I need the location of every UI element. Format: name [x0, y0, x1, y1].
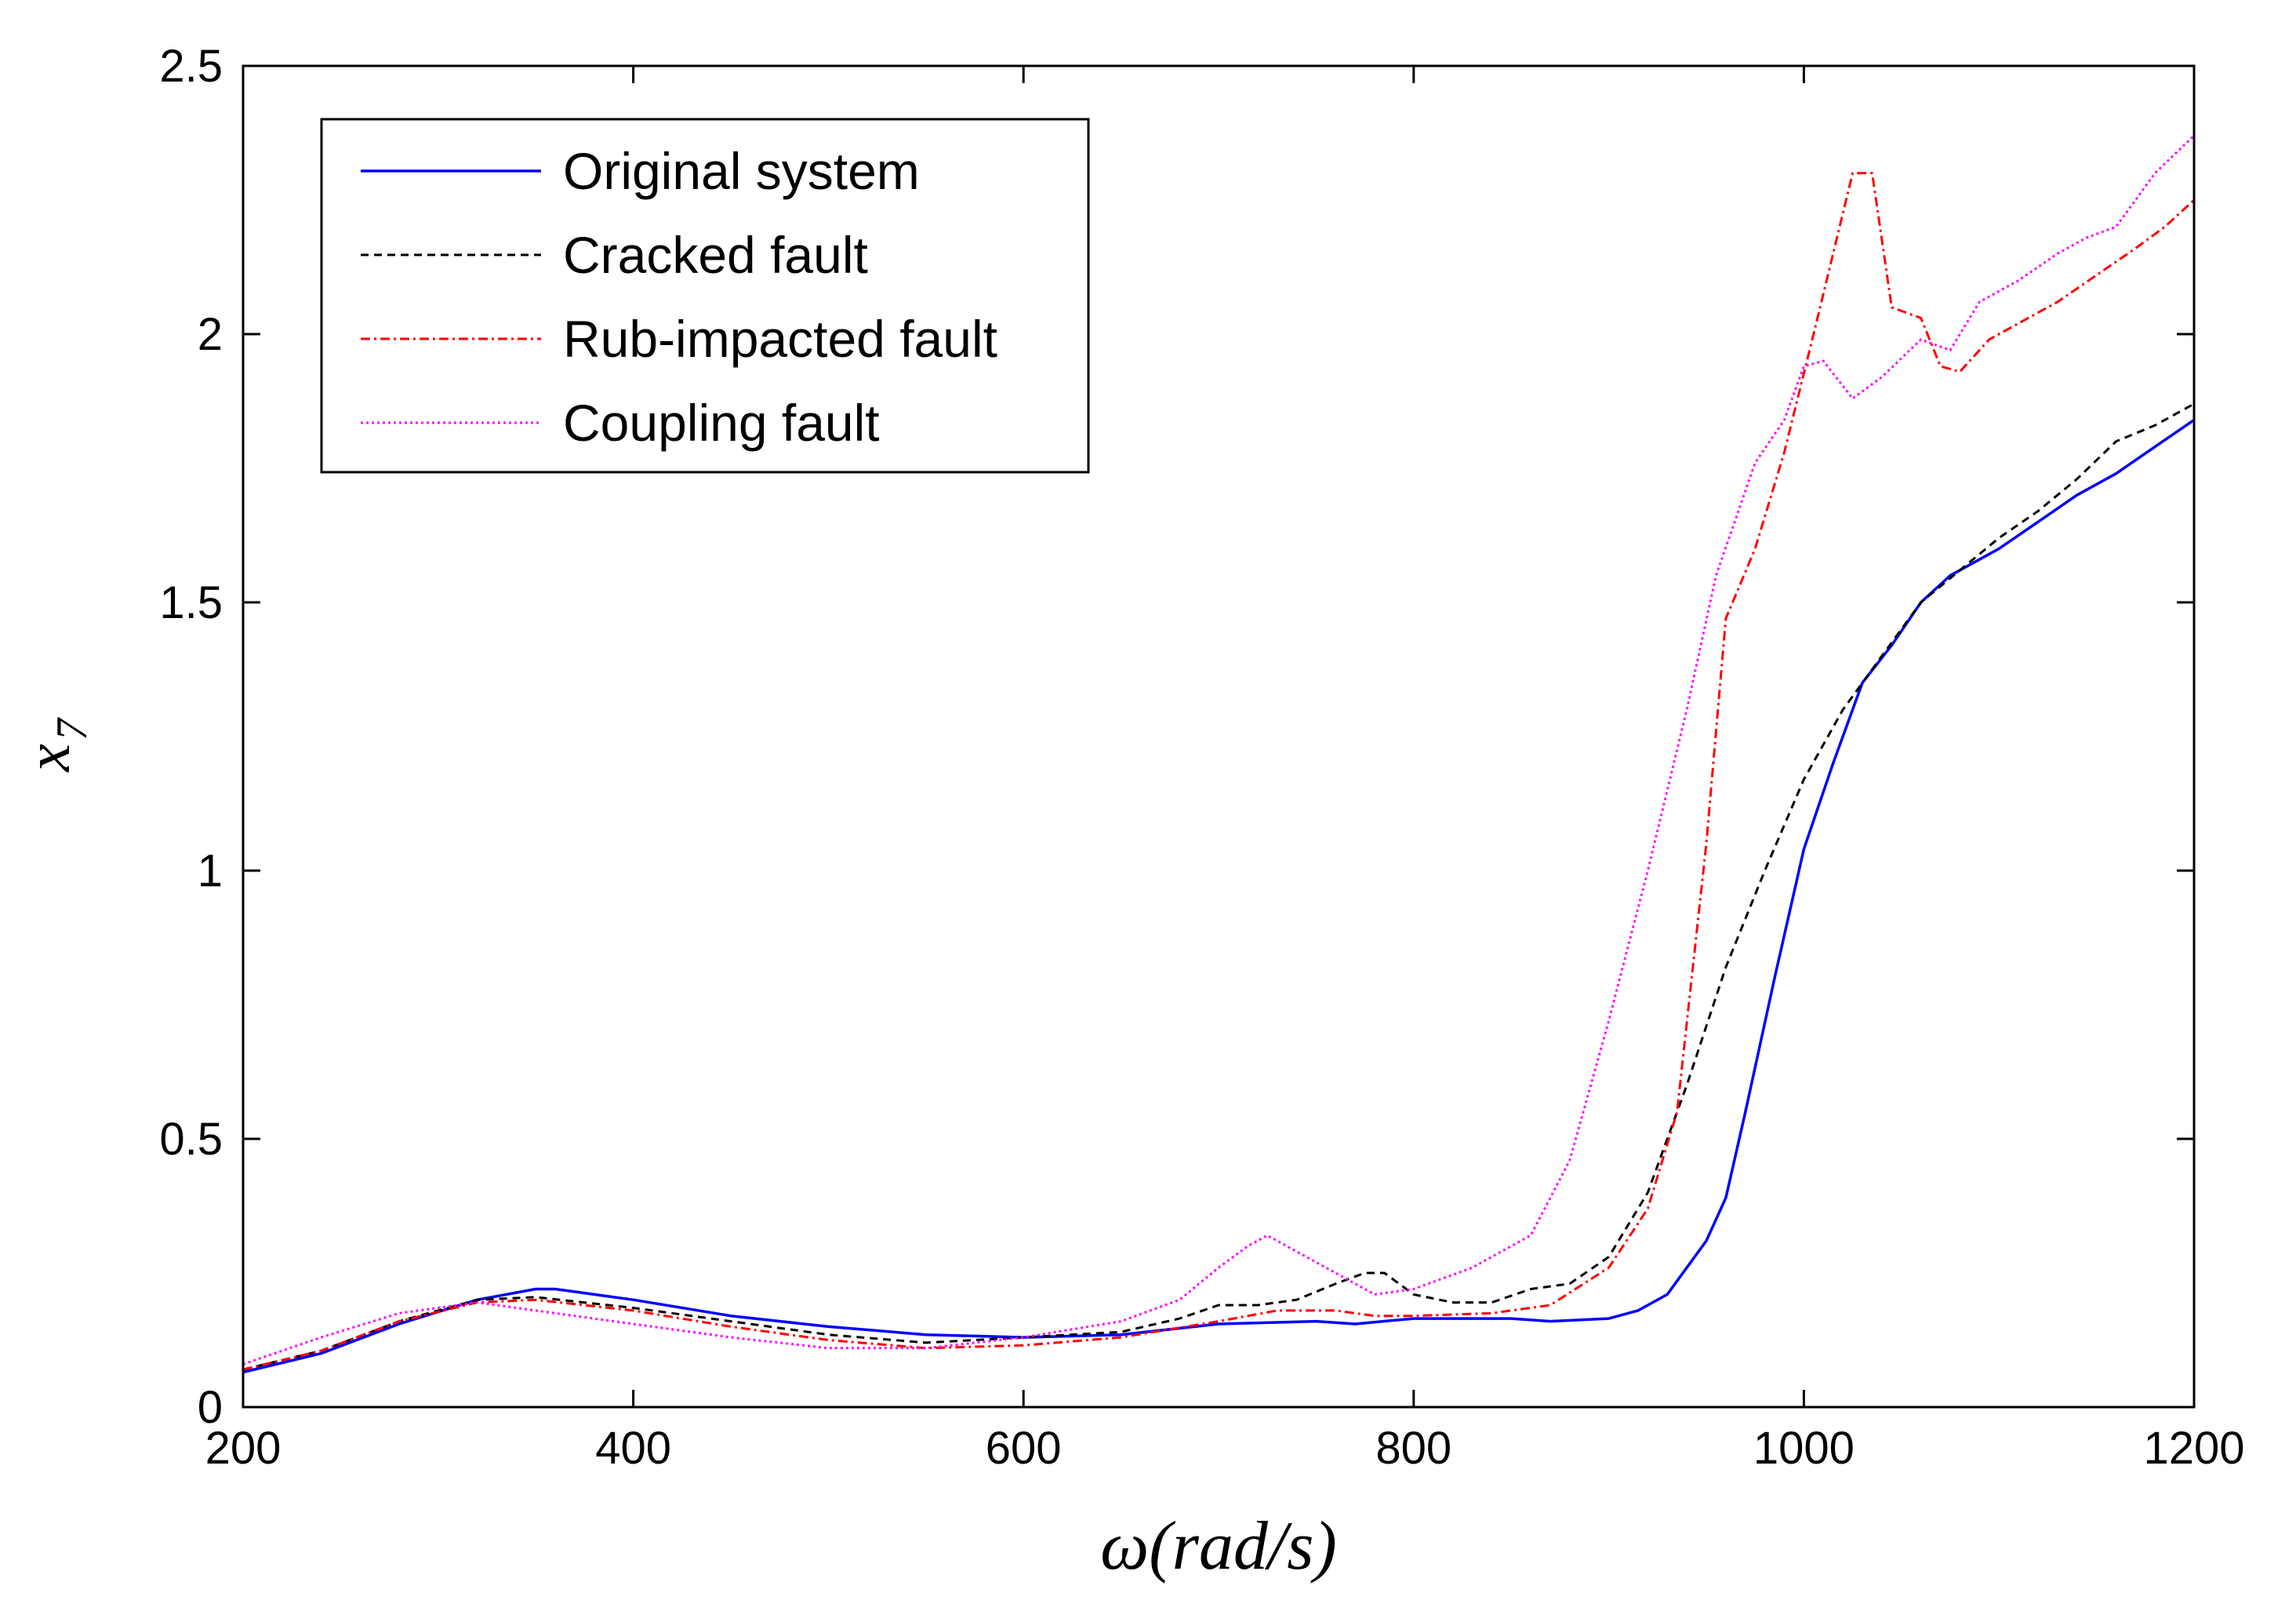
- series-line-1: [242, 402, 2195, 1371]
- y-tick-label: 0.5: [159, 1114, 223, 1165]
- x-tick-label: 1000: [1753, 1423, 1855, 1474]
- tick-labels: 200 400 600 800 1000 1200 0 0.5 1 1.5 2 2.5: [159, 41, 2244, 1474]
- plot-frame: [242, 64, 2196, 1409]
- legend-label-1: Cracked fault: [563, 226, 868, 284]
- legend-label-3: Coupling fault: [563, 394, 880, 452]
- x-tick-label: 800: [1375, 1423, 1451, 1474]
- x-tick-label: 400: [595, 1423, 671, 1474]
- legend-box: [320, 118, 1090, 474]
- series-line-0: [242, 418, 2195, 1374]
- y-tick-label: 2: [198, 309, 223, 360]
- legend-label-2: Rub-impacted fault: [563, 310, 997, 368]
- legend: Original system Cracked fault Rub-impacted…: [320, 118, 1090, 474]
- x-axis-title: ω(rad/s): [1100, 1508, 1337, 1584]
- y-axis-title-base: x: [14, 744, 83, 773]
- legend-label-0: Original system: [563, 142, 920, 200]
- series-line-2: [242, 172, 2196, 1371]
- legend-items: Original system Cracked fault Rub-impacted…: [361, 142, 997, 452]
- y-tick-label: 2.5: [159, 41, 223, 92]
- y-tick-label: 1.5: [159, 577, 223, 628]
- ticks-layer: [242, 64, 2196, 1409]
- series-layer: [242, 134, 2196, 1374]
- y-axis-title-subscript: 7: [48, 717, 96, 740]
- y-tick-label: 1: [198, 846, 223, 896]
- x-tick-label: 600: [986, 1423, 1062, 1474]
- y-tick-label: 0: [198, 1382, 223, 1433]
- x-tick-label: 1200: [2143, 1423, 2244, 1474]
- y-axis-title: x7: [14, 717, 96, 773]
- x-tick-label: 200: [205, 1423, 282, 1474]
